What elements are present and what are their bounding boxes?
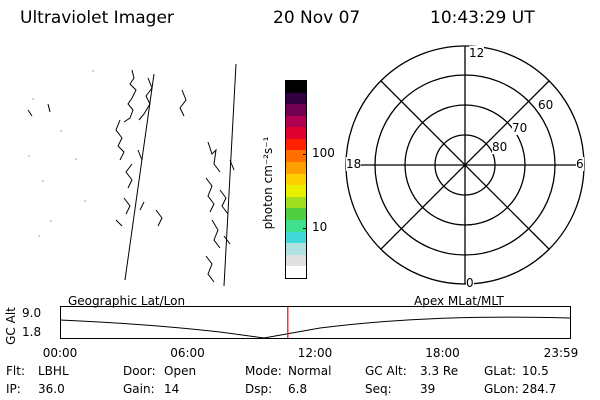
timeline-x-tick-label: 18:00 [425,346,460,360]
colorbar-segment [286,185,306,197]
info-label: Dsp: [245,382,273,396]
colorbar-segment [286,80,306,93]
timeline-axis-title: GC Alt [4,307,18,345]
info-value: 14 [164,382,180,396]
colorbar-segment [286,138,306,151]
colorbar-unit-label: photon cm⁻²s⁻¹ [261,136,275,230]
info-value: Open [164,364,197,378]
info-label: GLat: [484,364,517,378]
colorbar-segment [286,220,306,232]
info-value: 3.3 Re [420,364,459,378]
app-title: Ultraviolet Imager [20,8,174,28]
timeline-y-top: 9.0 [22,306,42,320]
lat-label-80: 80 [492,140,508,154]
colorbar-segment [286,127,306,139]
timeline-x-tick-label: 12:00 [297,346,333,360]
time-label: 10:43:29 UT [430,8,535,28]
colorbar-segment [286,115,306,128]
colorbar-tick [303,153,307,155]
colorbar-segment [286,231,306,244]
info-label: IP: [6,382,21,396]
info-value: LBHL [38,364,69,378]
date-label: 20 Nov 07 [273,8,361,28]
info-value: 6.8 [288,382,308,396]
colorbar-segment [286,150,306,163]
altitude-curve [59,316,571,339]
timeline-left-label: Geographic Lat/Lon [68,294,186,308]
info-label: Seq: [365,382,392,396]
colorbar-tick-label: 100 [312,145,335,160]
colorbar-segment [286,92,306,105]
info-value: 10.5 [522,364,549,378]
timeline-y-bottom: 1.8 [22,325,42,339]
colorbar-segment [286,243,306,255]
polar-plot [345,45,585,285]
info-label: Gain: [123,382,155,396]
mlt-label-0: 0 [466,276,474,290]
lat-label-70: 70 [512,121,528,135]
timeline-x-tick-label: 06:00 [170,346,205,360]
timeline-x-tick-label: 23:59 [543,346,579,360]
colorbar-segment [286,162,306,174]
timeline-axis-title-wrapper: GC Alt [4,306,18,346]
info-value: 39 [420,382,436,396]
info-label: Mode: [245,364,282,378]
lat-label-60: 60 [538,98,554,112]
colorbar [285,80,307,279]
colorbar-tick [303,227,307,229]
colorbar-segment [286,173,306,186]
info-label: GLon: [484,382,519,396]
timeline-plot [59,306,571,339]
info-label: Flt: [6,364,25,378]
timeline-x-tick-label: 00:00 [42,346,78,360]
info-value: Normal [288,364,332,378]
colorbar-unit-wrapper: photon cm⁻²s⁻¹ [258,78,278,288]
colorbar-segment [286,104,306,116]
info-value: 36.0 [38,382,65,396]
info-label: Door: [123,364,156,378]
colorbar-segment [286,208,306,221]
timeline-right-label: Apex MLat/MLT [414,294,504,308]
mlt-label-12: 12 [469,46,485,60]
colorbar-segment [286,254,306,267]
colorbar-segment [286,196,306,209]
colorbar-segment [286,266,306,278]
colorbar-tick-label: 10 [312,219,328,234]
mlt-label-6: 6 [576,157,584,171]
info-value: 284.7 [522,382,557,396]
geographic-image [27,63,237,287]
mlt-label-18: 18 [346,157,362,171]
info-label: GC Alt: [365,364,407,378]
